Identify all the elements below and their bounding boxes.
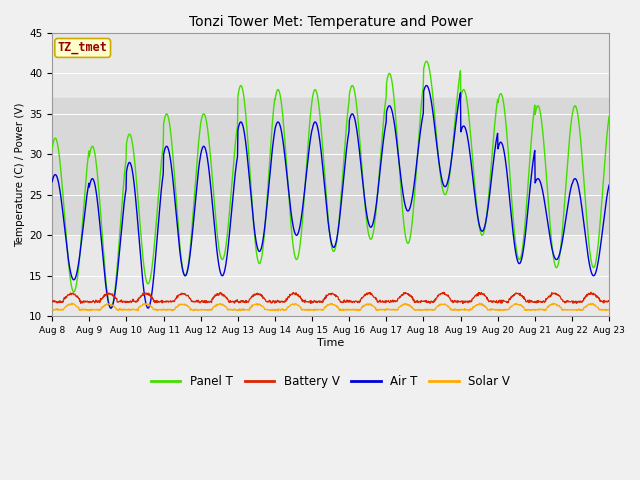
X-axis label: Time: Time bbox=[317, 338, 344, 348]
Text: TZ_tmet: TZ_tmet bbox=[58, 41, 108, 54]
Bar bbox=[52, 98, 609, 235]
Legend: Panel T, Battery V, Air T, Solar V: Panel T, Battery V, Air T, Solar V bbox=[147, 370, 515, 393]
Y-axis label: Temperature (C) / Power (V): Temperature (C) / Power (V) bbox=[15, 102, 25, 247]
Title: Tonzi Tower Met: Temperature and Power: Tonzi Tower Met: Temperature and Power bbox=[189, 15, 472, 29]
